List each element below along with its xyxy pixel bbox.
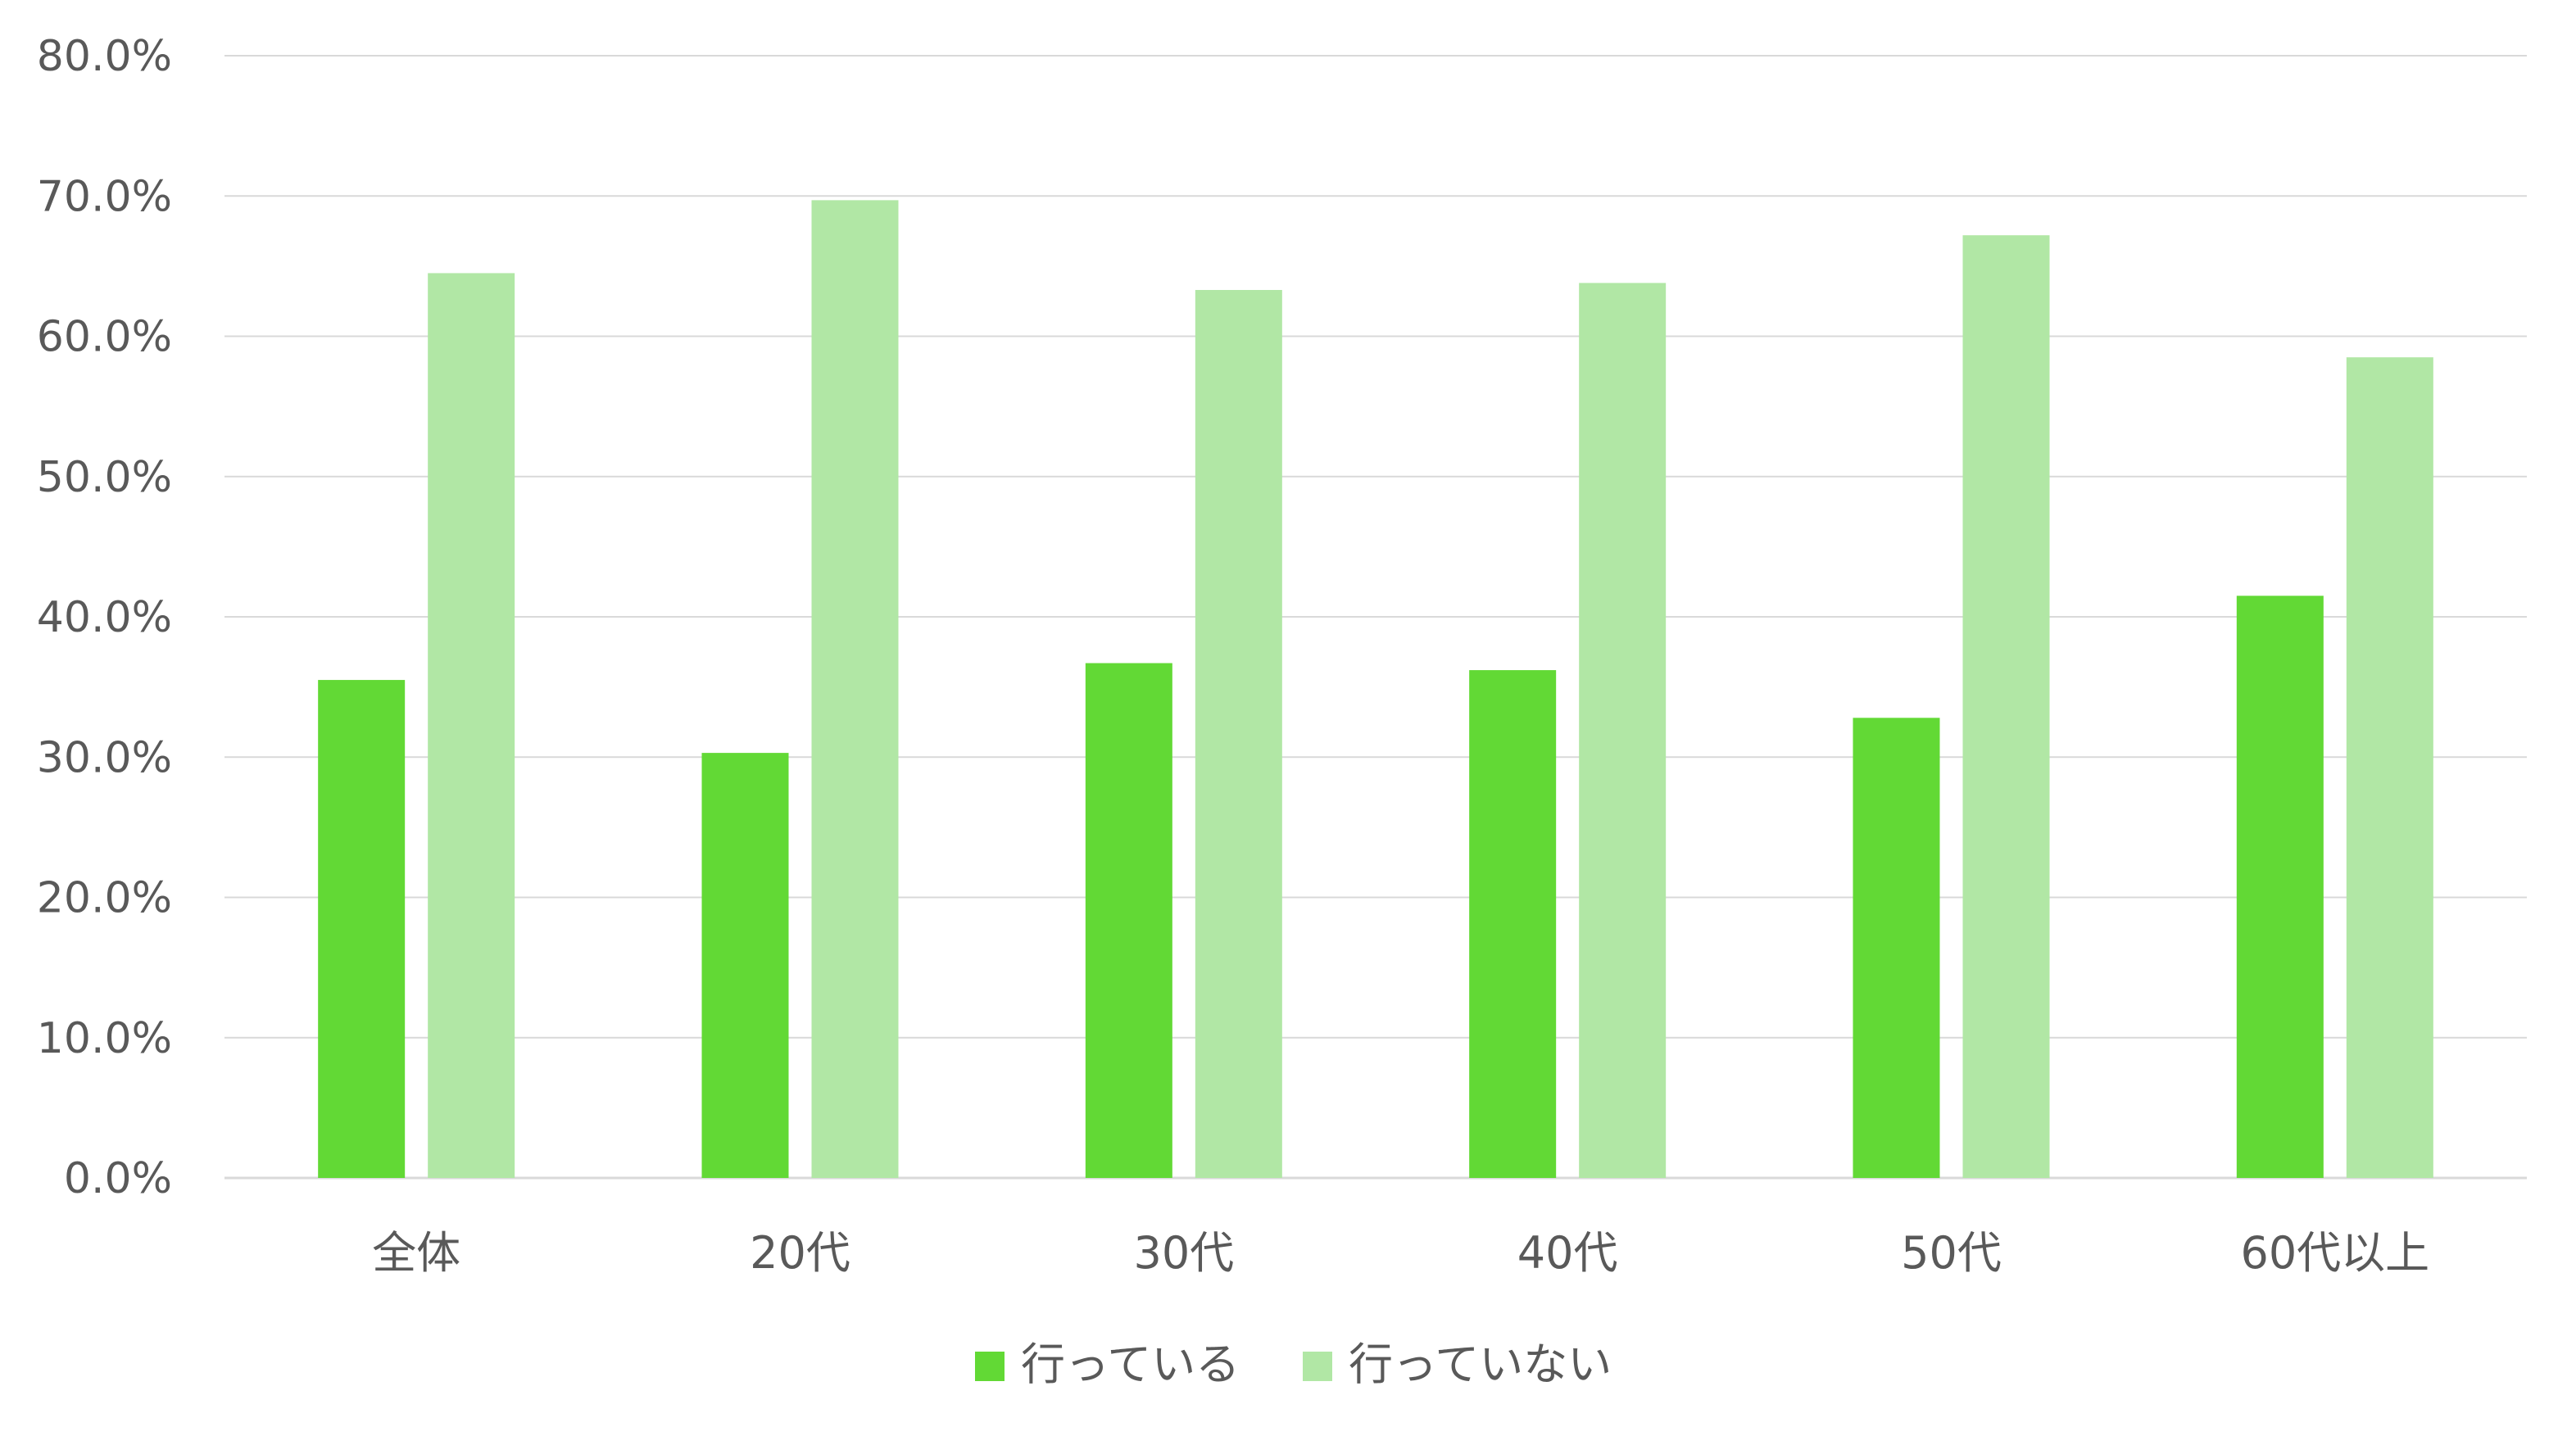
x-axis-category-labels: 全体 20代 30代 40代 50代 60代以上 xyxy=(372,1227,2429,1279)
y-tick-label: 70.0% xyxy=(37,172,172,221)
bar-series2 xyxy=(2346,357,2433,1178)
y-axis-tick-labels: 0.0% 10.0% 20.0% 30.0% 40.0% 50.0% 60.0% 70.0% 8… xyxy=(37,32,172,1203)
bar-series1 xyxy=(1085,663,1172,1178)
x-category-label: 30代 xyxy=(1133,1227,1234,1279)
bar-series1 xyxy=(1853,718,1940,1178)
bar-series1 xyxy=(701,753,789,1178)
x-category-label: 全体 xyxy=(372,1227,460,1279)
legend: 行っている 行っていない xyxy=(975,1339,1612,1390)
legend-label: 行っている xyxy=(1021,1339,1240,1390)
bar-series2 xyxy=(811,200,899,1179)
x-category-label: 40代 xyxy=(1517,1227,1618,1279)
x-category-label: 60代以上 xyxy=(2240,1227,2429,1279)
bar-series2 xyxy=(1195,289,1282,1178)
bar-series2 xyxy=(428,273,515,1178)
legend-label: 行っていない xyxy=(1349,1339,1612,1390)
bars xyxy=(318,200,2433,1179)
legend-swatch xyxy=(975,1352,1005,1381)
y-tick-label: 50.0% xyxy=(37,453,172,502)
y-tick-label: 20.0% xyxy=(37,874,172,923)
y-tick-label: 80.0% xyxy=(37,32,172,81)
y-tick-label: 40.0% xyxy=(37,593,172,642)
bar-series1 xyxy=(1469,670,1557,1178)
bar-series1 xyxy=(2236,596,2324,1178)
y-tick-label: 30.0% xyxy=(37,733,172,782)
bar-series1 xyxy=(318,680,406,1178)
legend-swatch xyxy=(1303,1352,1332,1381)
y-tick-label: 10.0% xyxy=(37,1014,172,1063)
y-tick-label: 0.0% xyxy=(64,1154,172,1203)
bar-series2 xyxy=(1579,283,1667,1178)
bar-series2 xyxy=(1962,235,2050,1179)
y-tick-label: 60.0% xyxy=(37,313,172,362)
x-category-label: 50代 xyxy=(1901,1227,2002,1279)
gridlines xyxy=(224,55,2527,1180)
x-category-label: 20代 xyxy=(750,1227,850,1279)
